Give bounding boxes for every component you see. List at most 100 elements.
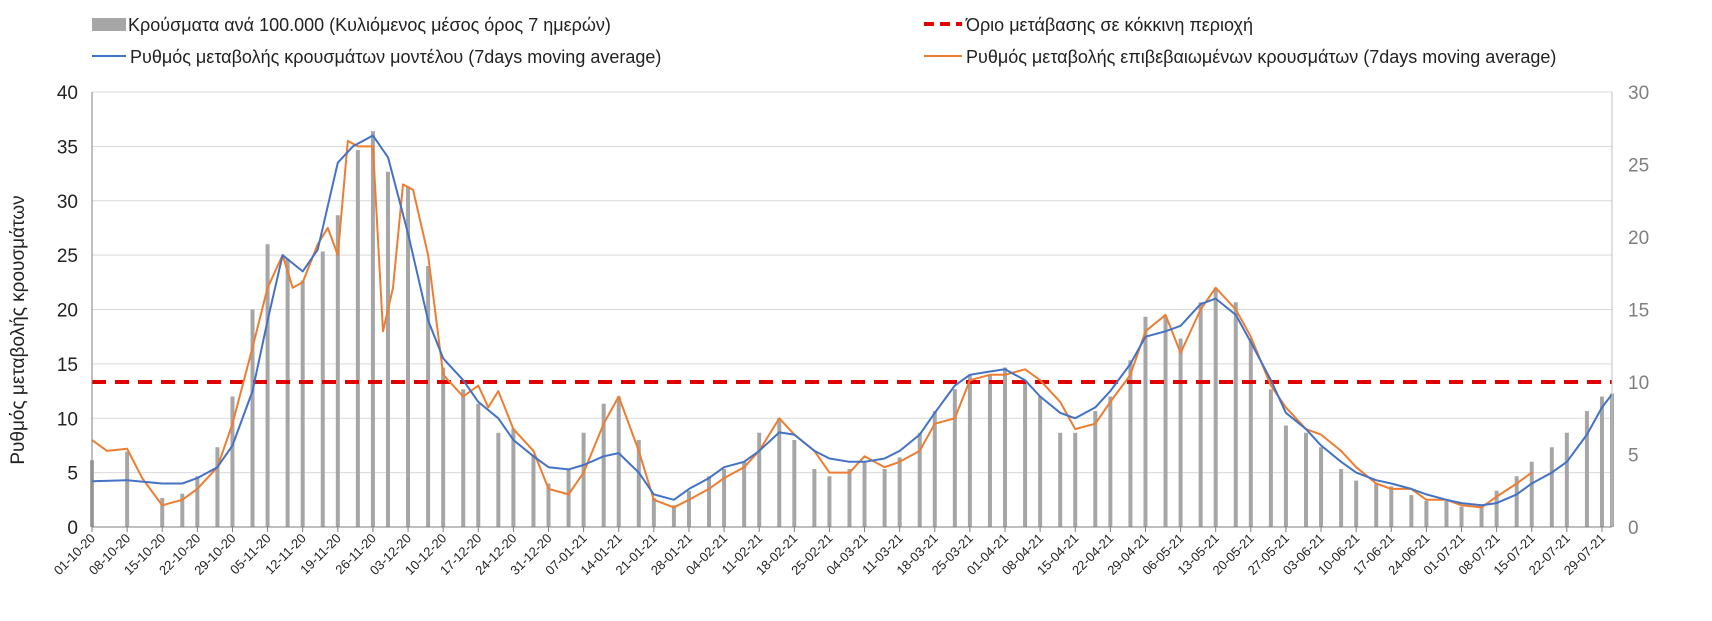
legend-item-model: Ρυθμός μεταβολής κρουσμάτων μοντέλου (7d… [92,47,661,67]
bar [476,403,481,527]
y-tick-left-label: 35 [57,137,78,158]
bar [1023,382,1028,527]
bar [1374,483,1379,527]
y-tick-left-label: 5 [67,464,78,485]
legend: Κρούσματα ανά 100.000 (Κυλιόμενος μέσος … [92,15,1556,67]
bar [195,476,200,527]
bar [792,440,797,527]
bar [1444,500,1449,527]
y-tick-right-label: 0 [1628,518,1639,539]
x-ticks: 01-10-2008-10-2015-10-2022-10-2029-10-20… [51,527,1608,578]
y-tick-right-label: 15 [1628,301,1649,322]
y-tick-right-label: 20 [1628,228,1649,249]
bar [1248,338,1253,527]
legend-label-confirmed: Ρυθμός μεταβολής επιβεβαιωμένων κρουσμάτ… [966,47,1556,67]
bar [300,280,305,527]
bar [1424,500,1429,527]
bar [1494,490,1499,527]
bar [1093,411,1098,527]
bar [651,498,656,527]
bar [616,396,621,527]
y-tick-right-label: 30 [1628,83,1649,104]
bar [1389,486,1394,527]
series-line-confirmed [91,139,1533,509]
bar [1143,316,1148,527]
bar [1514,476,1519,527]
bar [707,476,712,527]
bar [1549,447,1554,527]
bar [546,483,551,527]
bar [1354,480,1359,527]
bar [1339,469,1344,527]
bar [496,432,501,527]
bar [461,389,466,527]
bar [1178,338,1183,527]
bar [1303,432,1308,527]
legend-label-threshold: Όριο μετάβασης σε κόκκινη περιοχή [965,15,1253,35]
bar [441,367,446,527]
bar [777,418,782,527]
bar [882,469,887,527]
bar [827,476,832,527]
bar [320,251,325,527]
bar [566,469,571,527]
bar [862,461,867,527]
bar [987,374,992,527]
bar [932,411,937,527]
legend-label-model: Ρυθμός μεταβολής κρουσμάτων μοντέλου (7d… [130,47,661,67]
bar [601,403,606,527]
y-tick-left-label: 40 [57,83,78,104]
bar [847,469,852,527]
bar [917,432,922,527]
bar [757,432,762,527]
legend-item-threshold: Όριο μετάβασης σε κόκκινη περιοχή [924,15,1253,35]
y-tick-right-label: 25 [1628,156,1649,177]
bar [1459,506,1464,527]
axes [91,92,1613,528]
y-tick-left-label: 10 [57,409,78,430]
bar [581,432,586,527]
bar [1198,302,1203,527]
bar [125,451,130,527]
bar [1163,316,1168,527]
y-tick-left-label: 15 [57,355,78,376]
bar [897,457,902,527]
series-line-model [91,134,1613,507]
bar [722,469,727,527]
line-series [91,134,1613,509]
y-ticks-right: 0 5 10 15 20 25 30 [1628,83,1649,539]
bar [1003,367,1008,527]
bar [250,309,255,527]
bar [1479,505,1484,527]
bar [406,186,411,527]
y-ticks-left: 0 5 10 15 20 25 30 35 40 [57,83,78,539]
y-tick-right-label: 5 [1628,446,1639,467]
bar [230,396,235,527]
bar [1038,396,1043,527]
y-tick-left-label: 0 [67,518,78,539]
bar [1128,360,1133,527]
y-axis-label: Ρυθμός μεταβολής κρουσμάτων [8,195,29,464]
bar [1058,432,1063,527]
bar [812,469,817,527]
bar [355,150,360,527]
bar [1073,432,1078,527]
bar [1268,389,1273,527]
bar [1584,411,1589,527]
y-tick-left-label: 20 [57,301,78,322]
legend-swatch-bars [92,18,126,31]
bar [636,440,641,527]
bar [385,171,390,527]
y-tick-left-label: 30 [57,192,78,213]
bar-series [90,131,1614,527]
bar [1529,461,1534,527]
bar [952,389,957,527]
y-tick-left-label: 25 [57,246,78,267]
bar [215,447,220,527]
bar [1599,396,1604,527]
legend-item-bars: Κρούσματα ανά 100.000 (Κυλιόμενος μέσος … [92,15,611,35]
bar [180,493,185,527]
bar [511,428,516,527]
